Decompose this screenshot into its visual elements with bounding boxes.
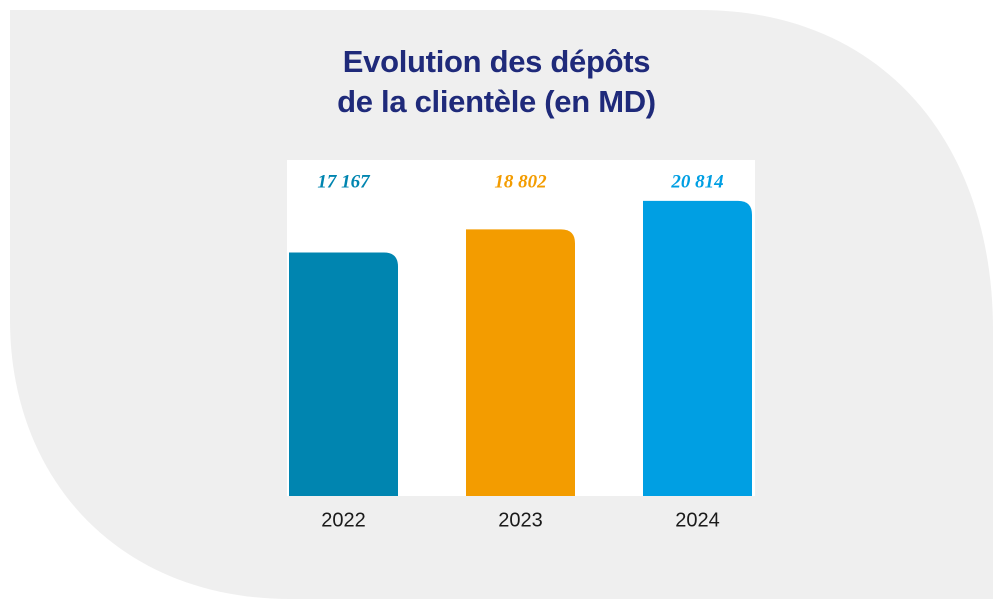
value-label: 18 802 [494,171,547,192]
bar [289,252,398,496]
bar [643,200,752,496]
bar [466,229,575,496]
x-tick-label: 2023 [498,509,543,531]
value-label: 20 814 [670,171,723,192]
chart-title: Evolution des dépôts de la clientèle (en… [337,44,656,119]
value-label: 17 167 [317,171,371,192]
x-tick-label: 2024 [675,509,720,531]
x-tick-label: 2022 [321,509,366,531]
